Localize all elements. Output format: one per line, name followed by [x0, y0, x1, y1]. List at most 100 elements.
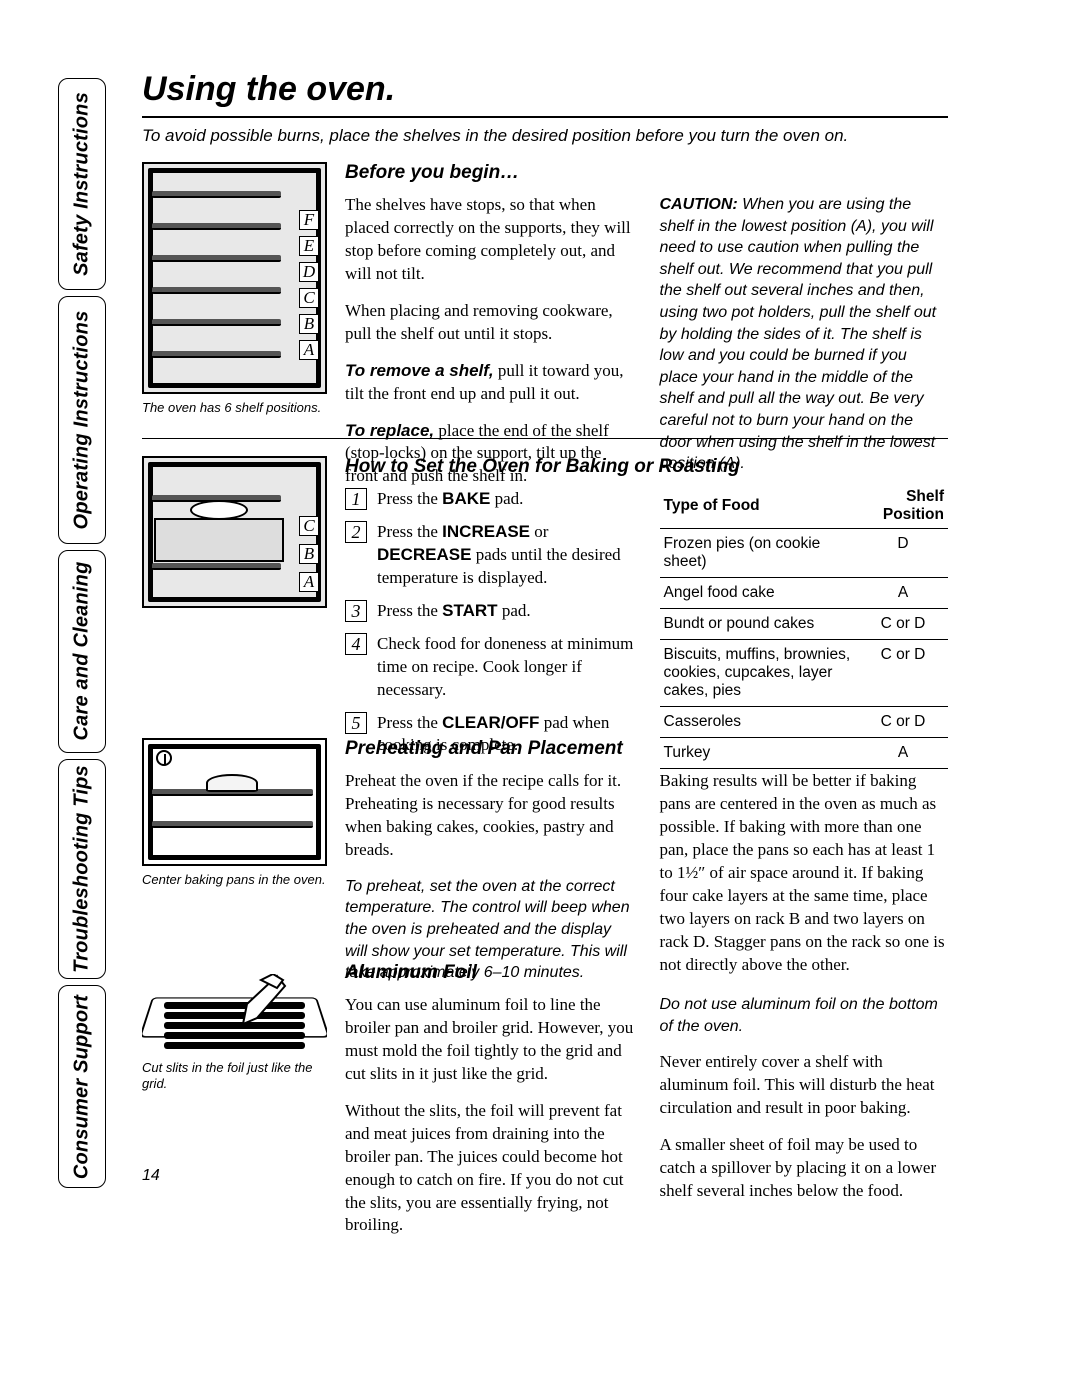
pos-cell: C or D [858, 640, 948, 707]
food-table-column: Type of Food Shelf Position Frozen pies … [660, 488, 949, 769]
tab-label: Operating Instructions [71, 310, 94, 529]
table-header: Type of Food [660, 488, 859, 529]
section-right-col: Baking results will be better if baking … [660, 770, 949, 984]
step-text: Press the BAKE pad. [377, 488, 634, 511]
page-number: 14 [142, 1167, 160, 1185]
shelf-pos-f: F [299, 210, 319, 230]
table-row: Frozen pies (on cookie sheet)D [660, 529, 949, 578]
italic-note: Do not use aluminum foil on the bottom o… [660, 994, 949, 1037]
section-heading: How to Set the Oven for Baking or Roasti… [345, 456, 948, 478]
illus-caption: Cut slits in the foil just like the grid… [142, 1060, 327, 1093]
step-text: Check food for doneness at minimum time … [377, 633, 634, 702]
step-number: 4 [345, 633, 367, 655]
pad-name: BAKE [442, 489, 490, 508]
step-number: 5 [345, 712, 367, 734]
step-text: Press the INCREASE or DECREASE pads unti… [377, 521, 634, 590]
side-nav: Safety Instructions Operating Instructio… [58, 78, 106, 1188]
section-heading: Before you begin… [345, 162, 948, 184]
tab-troubleshooting[interactable]: Troubleshooting Tips [58, 759, 106, 980]
food-position-table: Type of Food Shelf Position Frozen pies … [660, 488, 949, 769]
tab-support[interactable]: Consumer Support [58, 985, 106, 1188]
run-in: To remove a shelf, [345, 361, 494, 380]
section-left-col: You can use aluminum foil to line the br… [345, 994, 634, 1237]
shelf-pos-c: C [299, 288, 319, 308]
step-number: 2 [345, 521, 367, 543]
section-rule [142, 438, 948, 439]
paragraph: You can use aluminum foil to line the br… [345, 994, 634, 1086]
shelf-pos-e: E [299, 236, 319, 256]
step-number: 1 [345, 488, 367, 510]
section-preheating: Center baking pans in the oven. Preheati… [142, 738, 948, 984]
run-in: To replace, [345, 421, 434, 440]
paragraph: When placing and removing cookware, pull… [345, 300, 634, 346]
paragraph: A smaller sheet of foil may be used to c… [660, 1134, 949, 1203]
shelf-pos-d: D [299, 262, 319, 282]
tab-care[interactable]: Care and Cleaning [58, 550, 106, 753]
table-row: Bundt or pound cakesC or D [660, 609, 949, 640]
foil-illustration: Cut slits in the foil just like the grid… [142, 962, 327, 1093]
paragraph: To remove a shelf, pull it toward you, t… [345, 360, 634, 406]
pad-name: DECREASE [377, 545, 471, 564]
table-row: Angel food cakeA [660, 578, 949, 609]
pos-cell: C or D [858, 707, 948, 738]
caution-block: CAUTION: When you are using the shelf in… [660, 194, 949, 475]
pad-name: INCREASE [442, 522, 530, 541]
shelf-pos-b: B [299, 544, 319, 564]
tab-safety[interactable]: Safety Instructions [58, 78, 106, 290]
caution-body: When you are using the shelf in the lowe… [660, 196, 937, 472]
hand-icon [217, 974, 293, 1032]
shelf-pos-a: A [299, 340, 319, 360]
food-cell: Biscuits, muffins, brownies, cookies, cu… [660, 640, 859, 707]
section-before-you-begin: F E D C B A The oven has 6 shelf positio… [142, 162, 948, 488]
page-title: Using the oven. [142, 70, 395, 109]
pos-cell: D [858, 529, 948, 578]
step-text: Press the START pad. [377, 600, 634, 623]
shelf-pos-c: C [299, 516, 319, 536]
tab-label: Safety Instructions [71, 92, 94, 276]
caution-head: CAUTION: [660, 196, 738, 213]
tab-label: Care and Cleaning [71, 562, 94, 741]
shelf-pos-a: A [299, 572, 319, 592]
illus-caption: Center baking pans in the oven. [142, 872, 327, 888]
page-intro: To avoid possible burns, place the shelv… [142, 126, 948, 146]
step: 2 Press the INCREASE or DECREASE pads un… [345, 521, 634, 590]
tab-label: Troubleshooting Tips [71, 765, 94, 973]
food-cell: Bundt or pound cakes [660, 609, 859, 640]
section-right-col: CAUTION: When you are using the shelf in… [660, 194, 949, 488]
table-row: CasserolesC or D [660, 707, 949, 738]
pos-cell: A [858, 578, 948, 609]
section-baking-roasting: C B A How to Set the Oven for Baking or … [142, 456, 948, 769]
shelf-pos-b: B [299, 314, 319, 334]
section-aluminum-foil: Cut slits in the foil just like the grid… [142, 962, 948, 1237]
paragraph: Without the slits, the foil will prevent… [345, 1100, 634, 1238]
step-number: 3 [345, 600, 367, 622]
tab-operating[interactable]: Operating Instructions [58, 296, 106, 544]
illus-caption: The oven has 6 shelf positions. [142, 400, 327, 416]
pad-name: CLEAR/OFF [442, 713, 539, 732]
section-left-col: Preheat the oven if the recipe calls for… [345, 770, 634, 984]
table-header: Shelf Position [858, 488, 948, 529]
title-rule [142, 116, 948, 118]
pos-cell: C or D [858, 609, 948, 640]
food-cell: Frozen pies (on cookie sheet) [660, 529, 859, 578]
step: 1 Press the BAKE pad. [345, 488, 634, 511]
food-cell: Casseroles [660, 707, 859, 738]
table-row: Biscuits, muffins, brownies, cookies, cu… [660, 640, 949, 707]
paragraph: The shelves have stops, so that when pla… [345, 194, 634, 286]
paragraph: Never entirely cover a shelf with alumin… [660, 1051, 949, 1120]
section-right-col: Do not use aluminum foil on the bottom o… [660, 994, 949, 1237]
step: 3 Press the START pad. [345, 600, 634, 623]
tab-label: Consumer Support [71, 995, 94, 1179]
oven-shelves-illustration: F E D C B A The oven has 6 shelf positio… [142, 162, 327, 416]
oven-baking-illustration: C B A [142, 456, 327, 608]
step: 4 Check food for doneness at minimum tim… [345, 633, 634, 702]
food-cell: Angel food cake [660, 578, 859, 609]
paragraph: Preheat the oven if the recipe calls for… [345, 770, 634, 862]
paragraph: Baking results will be better if baking … [660, 770, 949, 976]
preheat-illustration: Center baking pans in the oven. [142, 738, 327, 888]
steps-column: 1 Press the BAKE pad. 2 Press the INCREA… [345, 488, 634, 769]
pad-name: START [442, 601, 497, 620]
section-heading: Preheating and Pan Placement [345, 738, 948, 760]
section-heading: Aluminum Foil [345, 962, 948, 984]
section-left-col: The shelves have stops, so that when pla… [345, 194, 634, 488]
